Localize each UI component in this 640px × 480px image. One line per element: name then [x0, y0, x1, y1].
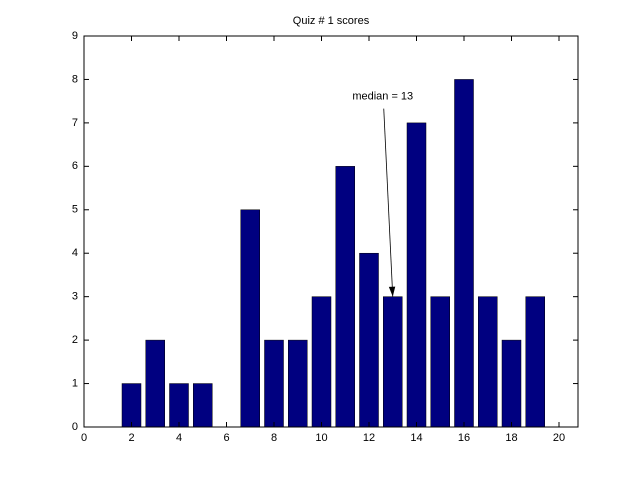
x-tick-label: 4	[176, 432, 182, 444]
x-tick-label: 0	[81, 432, 87, 444]
plot-frame	[83, 35, 579, 428]
bar	[121, 383, 142, 428]
bar	[478, 296, 498, 428]
bar	[169, 383, 189, 428]
x-tick-label: 14	[410, 432, 422, 444]
y-tick-label: 6	[72, 160, 78, 172]
bar	[525, 296, 545, 428]
x-tick-label: 10	[315, 432, 327, 444]
bar	[193, 383, 213, 428]
bar	[288, 339, 308, 428]
y-tick-label: 4	[72, 247, 78, 259]
bar	[240, 209, 260, 428]
chart-title: Quiz # 1 scores	[293, 15, 370, 27]
y-tick-label: 3	[72, 291, 78, 303]
y-tick-label: 2	[72, 334, 78, 346]
y-tick-label: 9	[72, 30, 78, 42]
bar	[406, 122, 427, 428]
bar	[359, 252, 379, 428]
x-tick-label: 16	[458, 432, 470, 444]
x-tick-label: 20	[553, 432, 565, 444]
bar	[311, 296, 332, 428]
bar	[430, 296, 450, 428]
bar	[454, 79, 474, 428]
x-tick-label: 8	[271, 432, 277, 444]
bar	[335, 166, 355, 428]
x-tick-label: 6	[223, 432, 229, 444]
bar	[501, 339, 522, 428]
bar	[145, 339, 165, 428]
y-tick-label: 1	[72, 377, 78, 389]
arrow-head	[388, 286, 396, 297]
y-tick-label: 8	[72, 73, 78, 85]
x-tick-label: 2	[128, 432, 134, 444]
bar	[383, 296, 403, 428]
y-tick-label: 7	[72, 117, 78, 129]
x-tick-label: 12	[363, 432, 375, 444]
x-tick-label: 18	[505, 432, 517, 444]
y-tick-label: 0	[72, 421, 78, 433]
annotation-arrow	[383, 108, 394, 297]
bar	[264, 339, 284, 428]
y-tick-label: 5	[72, 204, 78, 216]
annotation-text: median = 13	[352, 91, 413, 103]
